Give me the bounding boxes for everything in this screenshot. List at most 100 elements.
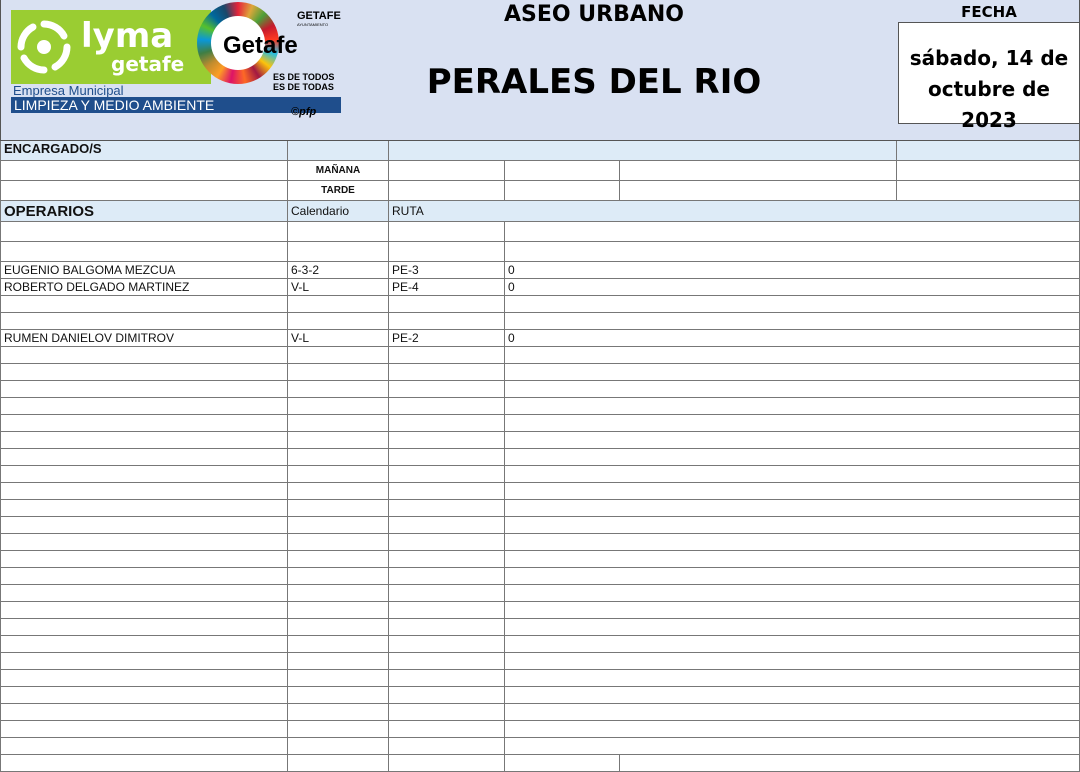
operario-name[interactable] [0, 517, 288, 534]
table-cell[interactable] [0, 181, 288, 201]
operario-route[interactable] [389, 296, 505, 313]
operario-calendar[interactable] [288, 534, 389, 551]
operario-route[interactable] [389, 687, 505, 704]
operario-value[interactable] [505, 398, 1080, 415]
operario-calendar[interactable] [288, 347, 389, 364]
operario-route[interactable] [389, 483, 505, 500]
operario-value[interactable] [505, 738, 1080, 755]
operario-name[interactable] [0, 670, 288, 687]
operario-value[interactable] [505, 500, 1080, 517]
operario-route[interactable] [389, 449, 505, 466]
operario-route[interactable] [389, 585, 505, 602]
operario-calendar[interactable] [288, 738, 389, 755]
operarios-title[interactable]: OPERARIOS [0, 201, 288, 222]
operario-value[interactable] [505, 687, 1080, 704]
operario-route[interactable] [389, 602, 505, 619]
operario-calendar[interactable]: 6-3-2 [288, 262, 389, 279]
operario-value[interactable] [505, 670, 1080, 687]
operario-value[interactable] [505, 534, 1080, 551]
operario-route[interactable] [389, 313, 505, 330]
encargados-title[interactable]: ENCARGADO/S [0, 141, 288, 161]
operario-calendar[interactable]: V-L [288, 330, 389, 347]
operario-route[interactable] [389, 704, 505, 721]
operario-calendar[interactable] [288, 687, 389, 704]
operario-name[interactable] [0, 721, 288, 738]
operario-name[interactable] [0, 222, 288, 242]
operario-name[interactable] [0, 687, 288, 704]
operario-calendar[interactable] [288, 313, 389, 330]
operario-value[interactable]: 0 [505, 279, 1080, 296]
operario-value[interactable] [505, 242, 1080, 262]
operario-calendar[interactable] [288, 619, 389, 636]
operario-name[interactable]: RUMEN DANIELOV DIMITROV [0, 330, 288, 347]
table-cell[interactable] [389, 141, 897, 161]
operario-route[interactable] [389, 551, 505, 568]
operario-route[interactable] [389, 415, 505, 432]
operario-route[interactable] [389, 619, 505, 636]
operario-value[interactable] [505, 517, 1080, 534]
operario-route[interactable] [389, 738, 505, 755]
operario-name[interactable] [0, 755, 288, 772]
operario-route[interactable] [389, 670, 505, 687]
table-cell[interactable] [0, 161, 288, 181]
operario-calendar[interactable] [288, 517, 389, 534]
table-cell[interactable] [897, 161, 1080, 181]
operario-value[interactable] [505, 449, 1080, 466]
operario-value[interactable] [505, 483, 1080, 500]
operario-route[interactable] [389, 755, 505, 772]
operario-name[interactable] [0, 602, 288, 619]
table-cell[interactable] [389, 161, 505, 181]
operario-name[interactable] [0, 242, 288, 262]
operario-value[interactable] [505, 721, 1080, 738]
operario-route[interactable] [389, 653, 505, 670]
table-cell[interactable] [620, 755, 1080, 772]
table-cell[interactable] [620, 161, 897, 181]
col-calendar[interactable]: Calendario [288, 201, 389, 222]
operario-name[interactable] [0, 500, 288, 517]
operario-name[interactable] [0, 313, 288, 330]
operario-value[interactable] [505, 551, 1080, 568]
table-cell[interactable] [288, 141, 389, 161]
table-cell[interactable] [505, 181, 620, 201]
operario-calendar[interactable] [288, 449, 389, 466]
operario-name[interactable] [0, 585, 288, 602]
operario-value[interactable] [505, 364, 1080, 381]
operario-name[interactable] [0, 619, 288, 636]
operario-calendar[interactable] [288, 500, 389, 517]
table-cell[interactable] [505, 161, 620, 181]
operario-calendar[interactable] [288, 568, 389, 585]
operario-value[interactable] [505, 432, 1080, 449]
operario-calendar[interactable] [288, 585, 389, 602]
operario-route[interactable] [389, 568, 505, 585]
operario-name[interactable] [0, 381, 288, 398]
operario-calendar[interactable] [288, 602, 389, 619]
operario-calendar[interactable] [288, 653, 389, 670]
operario-value[interactable] [505, 415, 1080, 432]
operario-calendar[interactable] [288, 296, 389, 313]
operario-calendar[interactable] [288, 636, 389, 653]
operario-calendar[interactable] [288, 432, 389, 449]
operario-route[interactable] [389, 242, 505, 262]
operario-name[interactable] [0, 653, 288, 670]
operario-route[interactable] [389, 398, 505, 415]
operario-route[interactable] [389, 347, 505, 364]
operario-value[interactable] [505, 704, 1080, 721]
operario-value[interactable] [505, 381, 1080, 398]
table-cell[interactable] [505, 755, 620, 772]
operario-value[interactable] [505, 653, 1080, 670]
operario-value[interactable]: 0 [505, 262, 1080, 279]
operario-calendar[interactable] [288, 670, 389, 687]
operario-route[interactable]: PE-2 [389, 330, 505, 347]
operario-route[interactable]: PE-4 [389, 279, 505, 296]
operario-name[interactable] [0, 636, 288, 653]
operario-calendar[interactable] [288, 551, 389, 568]
operario-name[interactable] [0, 466, 288, 483]
operario-route[interactable] [389, 534, 505, 551]
operario-calendar[interactable] [288, 398, 389, 415]
col-route[interactable]: RUTA [389, 201, 1080, 222]
operario-name[interactable] [0, 415, 288, 432]
operario-route[interactable] [389, 721, 505, 738]
operario-value[interactable] [505, 347, 1080, 364]
operario-name[interactable] [0, 568, 288, 585]
table-cell[interactable] [620, 181, 897, 201]
